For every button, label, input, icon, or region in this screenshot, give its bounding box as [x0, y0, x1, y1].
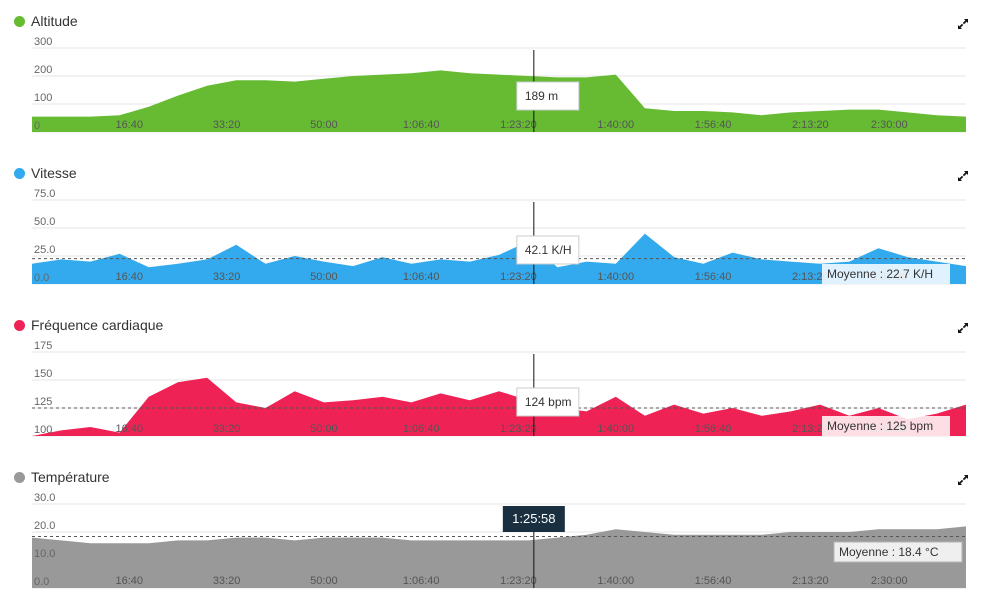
altitude-dot: [14, 15, 25, 27]
x-tick-label: 50:00: [310, 119, 338, 131]
speed-dot: [14, 167, 25, 179]
x-tick-label: 16:40: [116, 423, 144, 435]
x-tick-label: 2:30:00: [871, 119, 908, 131]
expand-icon[interactable]: [955, 320, 971, 336]
y-tick-label: 30.0: [34, 492, 55, 504]
y-tick-label: 125: [34, 396, 52, 408]
x-tick-label: 1:06:40: [403, 423, 440, 435]
x-tick-label: 1:06:40: [403, 271, 440, 283]
series-area: [32, 70, 966, 132]
altitude-title: Altitude: [14, 12, 78, 30]
x-tick-label: 1:40:00: [597, 423, 634, 435]
temperature-dot: [14, 471, 25, 483]
tooltip-box: [516, 387, 580, 417]
temperature-chart[interactable]: 0.0 10.0 20.0 30.0 16:40 33:20 50:00 1:06:40 1:2…: [0, 462, 989, 602]
time-label-box: [502, 506, 565, 532]
tooltip-box: [516, 235, 580, 265]
average-label-box: [822, 416, 950, 436]
y-tick-label: 75.0: [34, 188, 55, 200]
tooltip-value: 42.1 K/H: [525, 243, 572, 257]
temperature-title-text: Température: [31, 469, 110, 485]
x-tick-label: 33:20: [213, 575, 241, 587]
x-tick-label: 50:00: [310, 423, 338, 435]
time-label: 1:25:58: [512, 511, 555, 526]
series-area: [32, 526, 966, 588]
temperature-title: Température: [14, 468, 110, 486]
average-label-box: [833, 541, 963, 563]
expand-icon[interactable]: [955, 472, 971, 488]
x-tick-label: 1:56:40: [695, 423, 732, 435]
y-tick-label: 100: [34, 424, 52, 436]
y-tick-label: 200: [34, 64, 52, 76]
y-tick-label: 0: [34, 120, 40, 132]
average-label: Moyenne : 18.4 °C: [839, 545, 939, 559]
y-tick-label: 50.0: [34, 216, 55, 228]
x-tick-label: 1:40:00: [597, 575, 634, 587]
x-tick-label: 1:23:20: [500, 271, 537, 283]
x-tick-label: 16:40: [116, 271, 144, 283]
x-tick-label: 1:06:40: [403, 119, 440, 131]
speed-title: Vitesse: [14, 164, 77, 182]
tooltip-value: 124 bpm: [525, 395, 572, 409]
x-tick-label: 2:13:20: [792, 119, 829, 131]
x-tick-label: 33:20: [213, 423, 241, 435]
x-tick-label: 1:56:40: [695, 575, 732, 587]
x-tick-label: 1:40:00: [597, 119, 634, 131]
speed-chart[interactable]: 0.0 25.0 50.0 75.0 16:40 33:20 50:00 1:06:40 1:2…: [0, 158, 989, 308]
average-label: Moyenne : 125 bpm: [827, 419, 933, 433]
average-label-box: [822, 264, 950, 284]
x-tick-label: 1:56:40: [695, 271, 732, 283]
altitude-chart[interactable]: 0 100 200 300 16:40 33:20 50:00 1:06:40 1:23:20 1…: [0, 6, 989, 156]
x-tick-label: 2:30:00: [871, 575, 908, 587]
y-tick-label: 150: [34, 368, 52, 380]
altitude-title-text: Altitude: [31, 13, 78, 29]
y-tick-label: 0.0: [34, 272, 49, 284]
x-tick-label: 2:13:20: [792, 575, 829, 587]
x-tick-label: 1:40:00: [597, 271, 634, 283]
x-tick-label: 33:20: [213, 271, 241, 283]
x-tick-label: 2:13:20: [792, 423, 829, 435]
y-tick-label: 20.0: [34, 520, 55, 532]
x-tick-label: 33:20: [213, 119, 241, 131]
series-area: [32, 377, 966, 436]
tooltip-box: [516, 81, 580, 111]
heart-rate-panel: Fréquence cardiaque 100 125 150 175 16:40 33:…: [0, 310, 989, 460]
speed-title-text: Vitesse: [31, 165, 77, 181]
expand-icon[interactable]: [955, 16, 971, 32]
x-tick-label: 1:23:20: [500, 119, 537, 131]
x-tick-label: 16:40: [116, 119, 144, 131]
expand-icon[interactable]: [955, 168, 971, 184]
heart-rate-title: Fréquence cardiaque: [14, 316, 163, 334]
x-tick-label: 1:23:20: [500, 423, 537, 435]
y-tick-label: 175: [34, 340, 52, 352]
tooltip-value: 189 m: [525, 89, 558, 103]
x-tick-label: 2:13:20: [792, 271, 829, 283]
series-area: [32, 233, 966, 284]
y-tick-label: 10.0: [34, 548, 55, 560]
x-tick-label: 1:06:40: [403, 575, 440, 587]
x-tick-label: 50:00: [310, 575, 338, 587]
average-label: Moyenne : 22.7 K/H: [827, 267, 933, 281]
x-tick-label: 1:23:20: [500, 575, 537, 587]
heart-rate-chart[interactable]: 100 125 150 175 16:40 33:20 50:00 1:06:40 1:23:2…: [0, 310, 989, 460]
heart-rate-title-text: Fréquence cardiaque: [31, 317, 164, 333]
y-tick-label: 0.0: [34, 576, 49, 588]
x-tick-label: 1:56:40: [695, 119, 732, 131]
y-tick-label: 300: [34, 36, 52, 48]
temperature-panel: Température 0.0 10.0 20.0 30.0 16:40 33:20 50:…: [0, 462, 989, 612]
x-tick-label: 50:00: [310, 271, 338, 283]
heart-rate-dot: [14, 319, 25, 331]
y-tick-label: 100: [34, 92, 52, 104]
x-tick-label: 16:40: [116, 575, 144, 587]
speed-panel: Vitesse 0.0 25.0 50.0 75.0 16:40 33:20 50:00 1:…: [0, 158, 989, 308]
y-tick-label: 25.0: [34, 244, 55, 256]
altitude-panel: Altitude 0 100 200 300 16:40 33:20 50:00 1:06:4…: [0, 6, 989, 156]
